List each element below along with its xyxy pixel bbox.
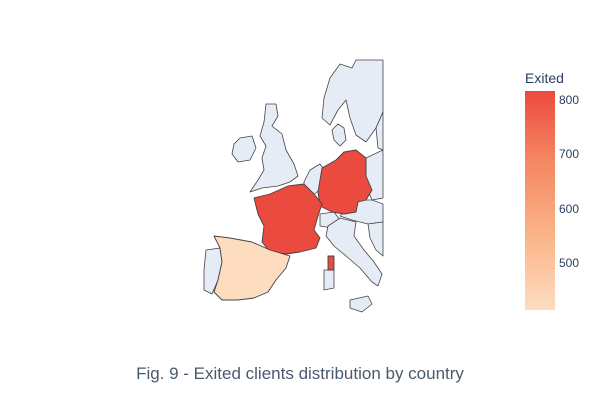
ireland-region [231, 135, 257, 163]
figure-caption: Fig. 9 - Exited clients distribution by … [136, 364, 464, 383]
colorbar-title: Exited [525, 70, 564, 86]
germany-region[interactable] [317, 149, 373, 215]
spain-region[interactable] [213, 235, 291, 301]
sicily-region [349, 295, 373, 313]
norway-sweden-region [321, 59, 384, 143]
denmark-region [331, 123, 347, 147]
colorbar-tick: 800 [559, 93, 580, 107]
france-region[interactable] [253, 183, 323, 255]
colorbar-tick: 600 [559, 202, 580, 216]
balkans-region [367, 221, 384, 257]
colorbar-tick: 500 [559, 256, 580, 270]
great-britain-region [249, 103, 299, 193]
italy-region [325, 217, 383, 287]
colorbar-tick: 700 [559, 147, 580, 161]
sardinia-region [323, 269, 335, 291]
colorbar [525, 91, 555, 310]
corsica-region[interactable] [327, 255, 335, 271]
